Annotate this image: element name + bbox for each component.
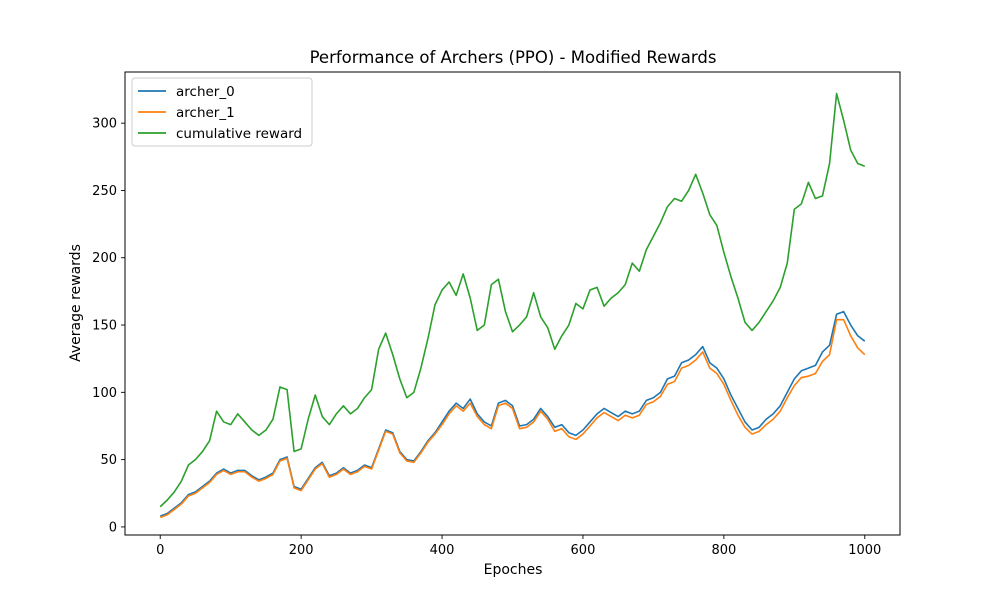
plot-frame <box>124 71 901 536</box>
y-axis-label: Average rewards <box>68 244 84 362</box>
legend-label: archer_0 <box>176 84 235 100</box>
series-line-archer-1 <box>159 318 866 519</box>
legend-label: archer_1 <box>176 105 235 121</box>
y-tick-label: 50 <box>100 453 117 468</box>
chart-title: Performance of Archers (PPO) - Modified … <box>310 48 717 67</box>
legend: archer_0 archer_1 cumulative reward <box>131 77 313 147</box>
y-tick-label: 200 <box>92 251 117 266</box>
legend-label: cumulative reward <box>176 126 302 142</box>
series-line-cumulative-reward <box>159 92 866 508</box>
x-axis-label: Epoches <box>484 562 543 578</box>
x-tick-label: 600 <box>571 543 596 558</box>
series-layer <box>159 92 866 519</box>
y-tick-label: 0 <box>109 520 117 535</box>
x-axis: 0 200 400 600 800 1000 <box>156 535 881 558</box>
y-tick-label: 150 <box>92 319 117 334</box>
y-tick-label: 300 <box>92 117 117 132</box>
x-tick-label: 400 <box>430 543 455 558</box>
y-tick-label: 100 <box>92 386 117 401</box>
y-axis: 0 50 100 150 200 250 300 <box>92 117 125 535</box>
y-tick-label: 250 <box>92 184 117 199</box>
x-tick-label: 200 <box>289 543 314 558</box>
x-tick-label: 800 <box>711 543 736 558</box>
series-line-archer-0 <box>159 310 866 517</box>
x-tick-label: 1000 <box>848 543 881 558</box>
x-tick-label: 0 <box>156 543 164 558</box>
legend-box <box>131 77 313 147</box>
